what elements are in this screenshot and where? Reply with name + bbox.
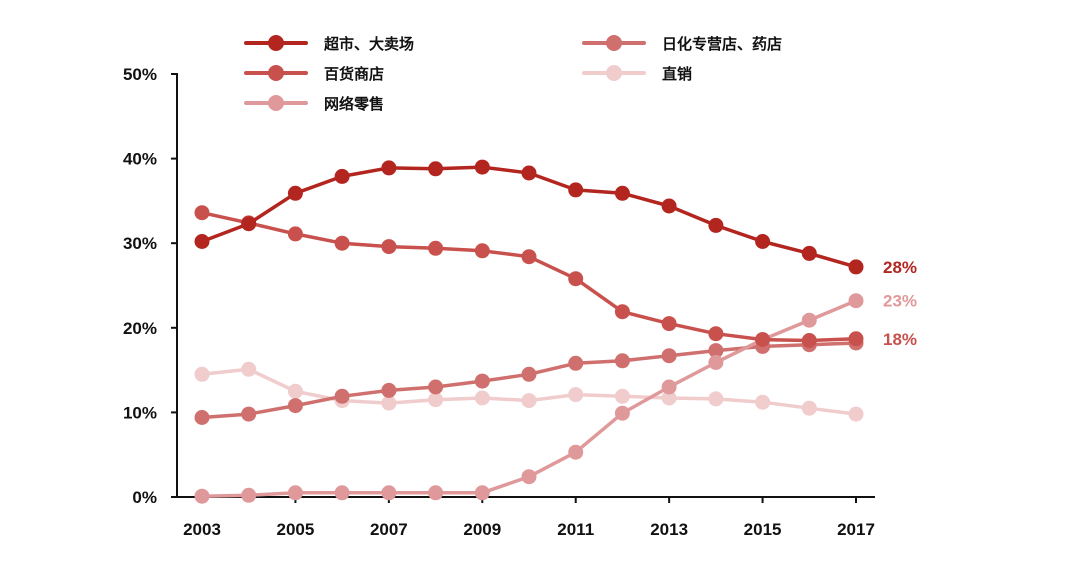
data-point [474, 485, 490, 501]
data-point [287, 383, 303, 399]
data-point [334, 485, 350, 501]
data-point [568, 355, 584, 371]
data-point [755, 394, 771, 410]
data-point [521, 249, 537, 265]
data-point [848, 331, 864, 347]
data-point [334, 388, 350, 404]
data-point [194, 366, 210, 382]
data-point [474, 373, 490, 389]
x-tick-label: 2011 [557, 520, 594, 539]
end-value-label: 18% [883, 330, 917, 349]
y-tick-label: 40% [123, 150, 157, 169]
data-point [194, 488, 210, 504]
data-point [241, 406, 257, 422]
legend-swatch-marker [268, 65, 284, 81]
data-point [848, 259, 864, 275]
data-point [568, 387, 584, 403]
data-point [194, 234, 210, 249]
data-point [521, 366, 537, 382]
y-tick-label: 10% [123, 403, 157, 422]
y-tick-label: 20% [123, 319, 157, 338]
data-point [287, 185, 303, 201]
data-point [614, 185, 630, 201]
data-point [801, 333, 817, 348]
data-point [661, 316, 677, 332]
data-point [614, 353, 630, 369]
data-point [428, 161, 444, 177]
legend-label: 超市、大卖场 [323, 35, 414, 53]
x-tick-label: 2005 [277, 520, 315, 539]
legend-label: 日化专营店、药店 [662, 35, 782, 53]
data-point [194, 410, 210, 425]
data-point [428, 485, 444, 501]
data-point [287, 398, 303, 414]
data-point [287, 485, 303, 501]
data-point [474, 390, 490, 406]
x-tick-label: 2009 [463, 520, 501, 539]
data-point [381, 395, 397, 411]
legend-label: 百货商店 [324, 65, 384, 83]
data-point [848, 406, 864, 422]
legend-label: 直销 [662, 65, 692, 83]
data-point [474, 159, 490, 175]
data-point [428, 379, 444, 395]
data-point [521, 393, 537, 409]
data-point [334, 168, 350, 184]
data-point [521, 165, 537, 181]
end-value-label: 28% [883, 258, 917, 277]
x-tick-label: 2013 [650, 520, 688, 539]
legend-swatch-marker [268, 95, 284, 111]
data-point [708, 326, 724, 342]
data-point [801, 400, 817, 416]
x-tick-label: 2015 [744, 520, 782, 539]
data-point [661, 348, 677, 364]
data-point [848, 293, 864, 309]
data-point [755, 332, 771, 348]
data-point [474, 243, 490, 259]
data-point [708, 391, 724, 407]
data-point [194, 205, 210, 221]
end-value-label: 23% [883, 292, 917, 311]
legend-swatch-marker [268, 35, 284, 51]
data-point [241, 361, 257, 377]
legend-swatch-marker [606, 35, 622, 51]
x-tick-label: 2003 [183, 520, 221, 539]
data-point [521, 469, 537, 485]
data-point [381, 160, 397, 176]
data-point [428, 240, 444, 256]
data-point [708, 355, 724, 370]
legend-swatch-marker [606, 65, 622, 81]
data-point [334, 235, 350, 251]
data-point [381, 239, 397, 255]
x-tick-label: 2007 [370, 520, 408, 539]
data-point [568, 444, 584, 460]
data-point [801, 312, 817, 328]
data-point [614, 388, 630, 404]
data-point [661, 379, 677, 395]
data-point [241, 487, 257, 503]
data-point [614, 405, 630, 421]
y-tick-label: 0% [132, 488, 157, 507]
data-point [381, 485, 397, 501]
data-point [428, 392, 444, 408]
y-tick-label: 30% [123, 234, 157, 253]
data-point [287, 226, 303, 242]
data-point [381, 382, 397, 398]
data-point [614, 304, 630, 320]
data-point [661, 198, 677, 214]
data-point [568, 182, 584, 198]
data-point [568, 271, 584, 287]
legend-label: 网络零售 [324, 95, 384, 113]
data-point [755, 234, 771, 249]
x-tick-label: 2017 [837, 520, 875, 539]
y-tick-label: 50% [123, 65, 157, 84]
data-point [661, 390, 677, 406]
data-point [708, 217, 724, 233]
data-point [241, 216, 257, 232]
data-point [801, 245, 817, 261]
data-point [708, 343, 724, 359]
